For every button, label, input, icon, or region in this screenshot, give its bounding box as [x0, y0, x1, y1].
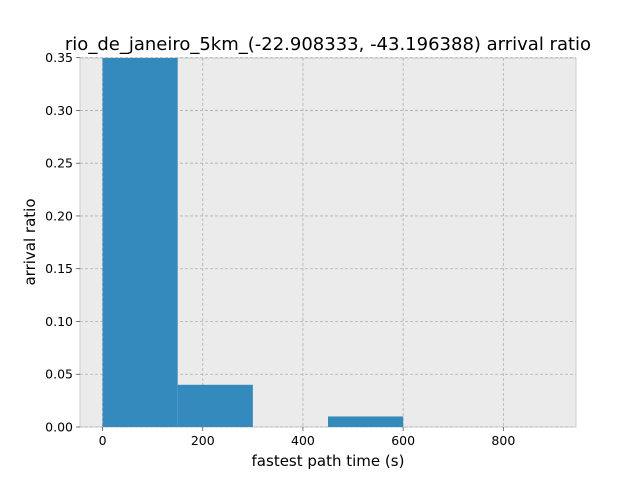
x-axis-ticks: 0 200 400 600 800 — [99, 427, 515, 448]
x-tick-label: 200 — [191, 433, 215, 448]
y-tick-label: 0.35 — [45, 50, 73, 65]
y-tick-label: 0.25 — [45, 156, 73, 171]
histogram-bar — [328, 416, 404, 427]
histogram-bar — [177, 384, 253, 427]
y-tick-label: 0.15 — [45, 261, 73, 276]
y-axis-ticks: 0.00 0.05 0.10 0.15 0.20 0.25 0.30 0.35 — [45, 50, 80, 435]
y-tick-label: 0.10 — [45, 314, 73, 329]
y-tick-label: 0.05 — [45, 367, 73, 382]
bars-group — [102, 58, 404, 427]
x-tick-label: 0 — [99, 433, 107, 448]
y-axis-label: arrival ratio — [21, 198, 39, 285]
x-tick-label: 800 — [491, 433, 515, 448]
x-tick-label: 600 — [391, 433, 415, 448]
y-tick-label: 0.20 — [45, 208, 73, 223]
x-axis-label: fastest path time (s) — [252, 452, 405, 470]
chart-title: rio_de_janeiro_5km_(-22.908333, -43.1963… — [65, 34, 591, 55]
y-tick-label: 0.00 — [45, 420, 73, 435]
y-tick-label: 0.30 — [45, 103, 73, 118]
x-tick-label: 400 — [291, 433, 315, 448]
histogram-bar — [102, 58, 178, 427]
